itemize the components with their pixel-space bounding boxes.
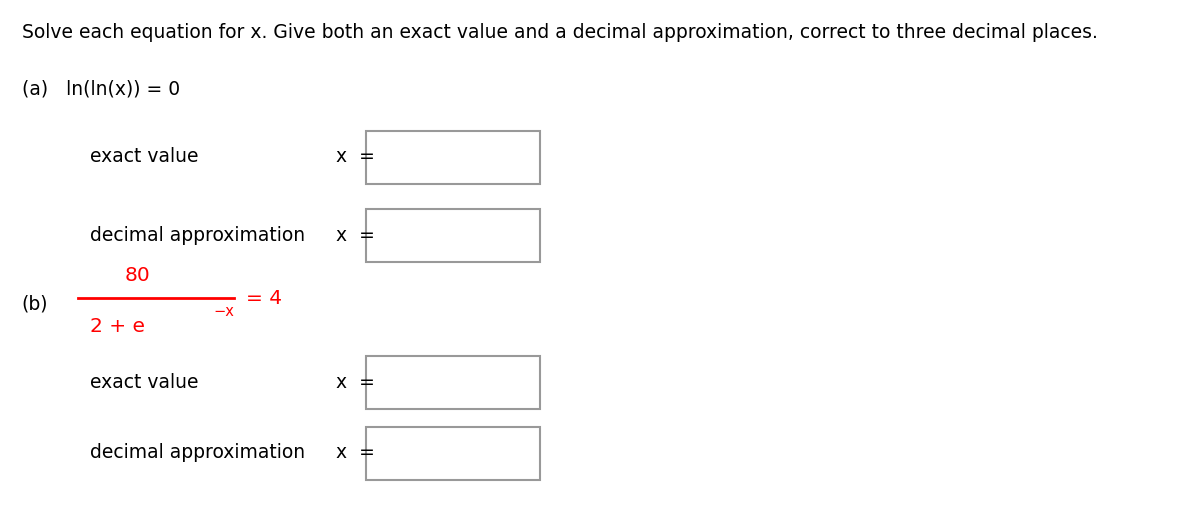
Text: exact value: exact value: [90, 147, 198, 166]
Text: x  =: x =: [336, 225, 374, 244]
Text: decimal approximation: decimal approximation: [90, 442, 305, 462]
Text: x  =: x =: [336, 442, 374, 462]
Text: decimal approximation: decimal approximation: [90, 225, 305, 244]
Text: x  =: x =: [336, 147, 374, 166]
Text: −x: −x: [214, 303, 234, 318]
Text: = 4: = 4: [246, 288, 282, 308]
Text: (b): (b): [22, 293, 48, 313]
Text: 80: 80: [125, 266, 151, 285]
Text: Solve each equation for x. Give both an exact value and a decimal approximation,: Solve each equation for x. Give both an …: [22, 23, 1098, 42]
Text: (a)   ln(ln(x)) = 0: (a) ln(ln(x)) = 0: [22, 79, 180, 98]
Text: exact value: exact value: [90, 372, 198, 391]
Text: 2 + e: 2 + e: [90, 316, 145, 335]
Text: x  =: x =: [336, 372, 374, 391]
